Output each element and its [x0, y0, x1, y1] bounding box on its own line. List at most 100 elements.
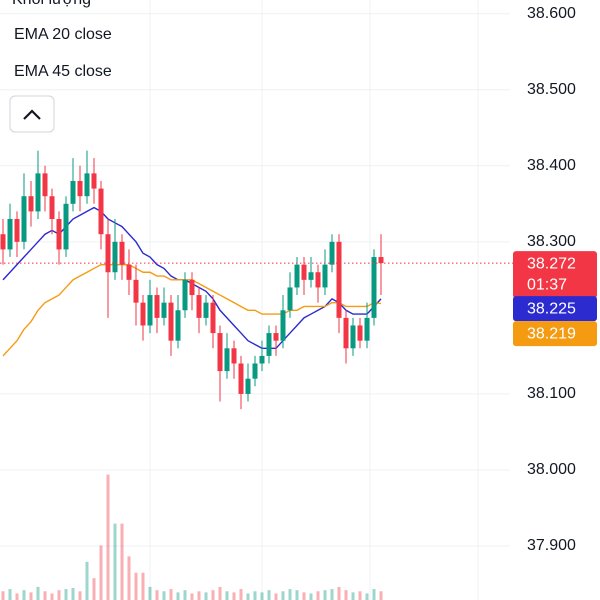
volume-bar	[309, 593, 313, 600]
volume-bar	[36, 586, 40, 600]
y-tick-label: 38.000	[527, 461, 576, 478]
volume-bar	[372, 589, 376, 600]
candle-body	[287, 287, 293, 311]
volume-bar	[50, 593, 54, 600]
candle-body	[210, 302, 216, 334]
countdown-label: 01:37	[527, 276, 567, 293]
volume-bar	[288, 589, 292, 600]
volume-bar	[1, 591, 5, 600]
candle-body	[49, 196, 55, 220]
ema-price-label: 38.219	[527, 325, 576, 342]
volume-bar	[218, 586, 222, 600]
volume-bar	[155, 590, 159, 600]
legend-ema20: EMA 20 close	[14, 26, 112, 43]
candle-body	[14, 219, 20, 242]
y-tick-label: 38.300	[527, 233, 576, 250]
candle-body	[196, 295, 202, 318]
volume-bar	[43, 591, 47, 600]
volume-bar	[99, 545, 103, 600]
caret-icon	[23, 109, 41, 120]
candle-body	[252, 363, 258, 379]
volume-bar	[302, 592, 306, 600]
candle-body	[126, 264, 132, 280]
candle-body	[322, 264, 328, 288]
candle-body	[238, 363, 244, 394]
collapse-button[interactable]	[9, 95, 55, 133]
volume-bar	[134, 572, 138, 600]
candle-body	[7, 219, 13, 250]
last-price-box	[513, 251, 597, 299]
candle-body	[245, 378, 251, 394]
candle-body	[140, 302, 146, 326]
candle-body	[105, 234, 111, 273]
volume-bar	[323, 590, 327, 600]
candle-body	[364, 317, 370, 341]
candle-body	[28, 196, 34, 212]
y-tick-label: 38.400	[527, 157, 576, 174]
candle-body	[91, 173, 97, 189]
volume-bar	[183, 590, 187, 600]
volume-bar	[337, 586, 341, 600]
candle-body	[112, 241, 118, 273]
volume-bar	[8, 589, 12, 600]
candle-body	[154, 295, 160, 318]
volume-bar	[260, 592, 264, 600]
candle-body	[315, 272, 321, 288]
candle-body	[266, 333, 272, 356]
candle-body	[259, 355, 265, 364]
y-tick-label: 38.500	[527, 81, 576, 98]
volume-bar	[113, 523, 117, 600]
candle-body	[63, 203, 69, 250]
volume-bar	[92, 578, 96, 600]
volume-bar	[15, 593, 19, 600]
candle-body	[294, 264, 300, 288]
candle-body	[42, 173, 48, 197]
volume-bar	[85, 561, 89, 600]
volume-bar	[351, 592, 355, 600]
volume-bar	[365, 593, 369, 600]
candle-body	[175, 310, 181, 341]
candle-body	[168, 302, 174, 341]
volume-bar	[64, 589, 68, 600]
volume-bar	[232, 592, 236, 600]
candle-body	[35, 173, 41, 212]
volume-bar	[106, 474, 110, 600]
volume-bar	[169, 589, 173, 600]
volume-bar	[379, 591, 383, 600]
candle-body	[329, 241, 335, 265]
candle-body	[84, 173, 90, 197]
volume-bar	[176, 592, 180, 600]
volume-bar	[295, 590, 299, 600]
volume-bar	[316, 591, 320, 600]
y-tick-label: 38.100	[527, 385, 576, 402]
volume-bar	[162, 591, 166, 600]
volume-bar	[148, 586, 152, 600]
candle-body	[182, 279, 188, 311]
candle-body	[0, 234, 6, 250]
candle-body	[224, 348, 230, 372]
volume-bar	[22, 590, 26, 600]
volume-bar	[120, 523, 124, 600]
candle-body	[336, 241, 342, 318]
candle-body	[308, 272, 314, 280]
volume-bar	[267, 590, 271, 600]
candle-body	[280, 310, 286, 341]
legend-ema45: EMA 45 close	[14, 63, 112, 80]
candle-body	[21, 196, 27, 242]
volume-bar	[253, 591, 257, 600]
volume-bar	[239, 589, 243, 600]
volume-bar	[358, 591, 362, 600]
y-tick-label: 37.900	[527, 537, 576, 554]
legend-volume: Khối lượng	[12, 0, 91, 8]
volume-bar	[281, 591, 285, 600]
candle-body	[343, 317, 349, 349]
button-frame[interactable]	[9, 95, 55, 133]
volume-bar	[29, 592, 33, 600]
candle-body	[217, 333, 223, 372]
candle-body	[70, 180, 76, 204]
candle-body	[273, 333, 279, 341]
candle-body	[77, 180, 83, 197]
candle-body	[133, 279, 139, 303]
